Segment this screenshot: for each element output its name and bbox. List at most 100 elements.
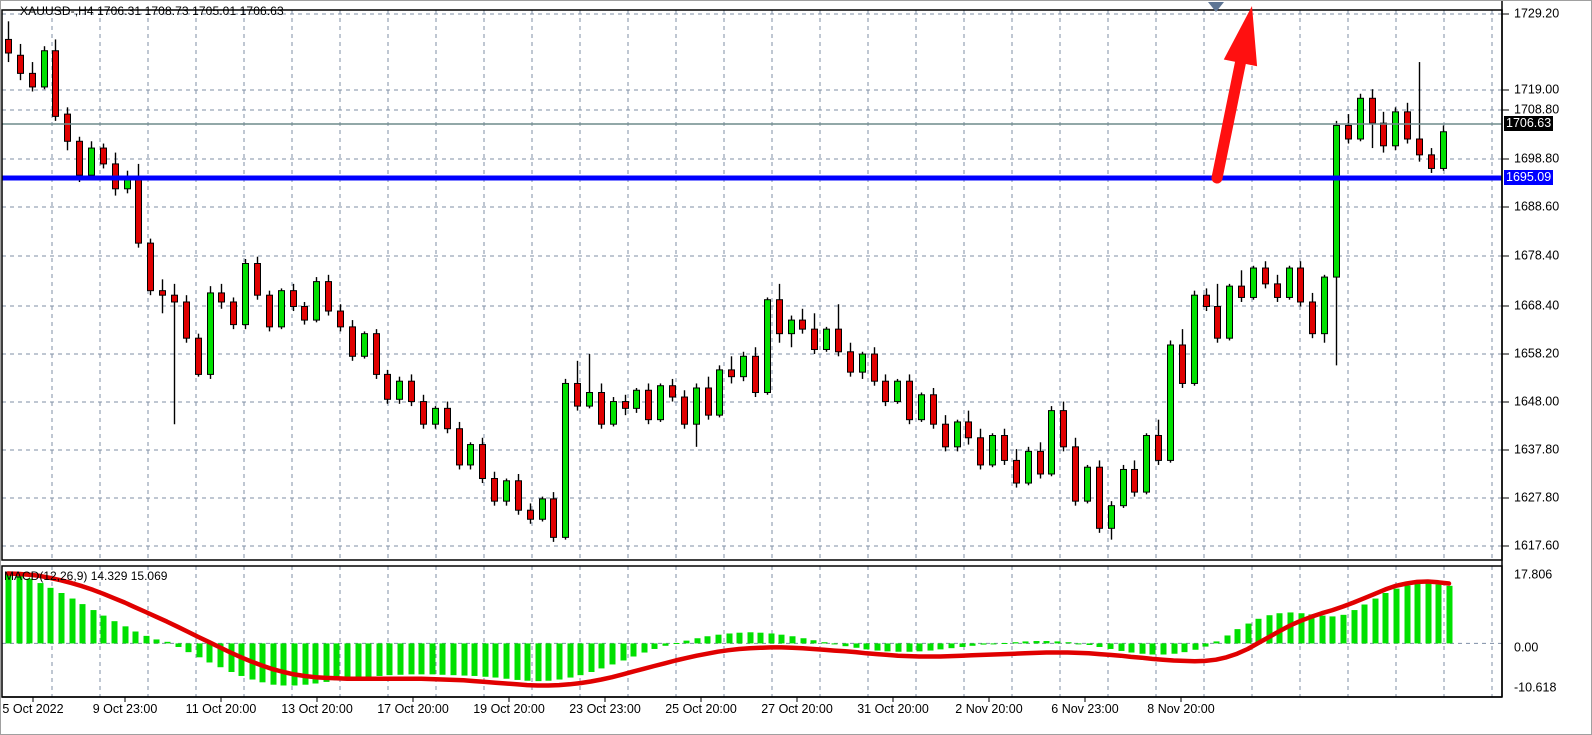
chart-marker-triangle-icon[interactable] [1208,2,1224,12]
macd-histogram-bar [545,643,552,681]
macd-histogram-bar [726,633,733,644]
macd-histogram-bar [450,643,457,676]
candlestick-body [657,385,664,421]
macd-histogram-bar [333,643,340,681]
candlestick-body [396,380,403,400]
up-arrow-shaft[interactable] [1211,43,1249,184]
macd-histogram-bar [1319,615,1326,644]
macd-histogram-bar [259,643,266,683]
macd-histogram-bar [1298,613,1305,644]
macd-histogram-bar [535,643,542,682]
level-price-tag: 1695.09 [1504,170,1554,185]
candlestick-body [1369,97,1376,124]
candlestick-body [290,290,297,308]
candlestick-body [76,140,83,176]
macd-indicator-label: MACD(12,26,9) 14.329 15.069 [4,569,168,583]
macd-histogram-bar [164,641,171,644]
up-arrow-head[interactable] [1223,6,1258,67]
macd-histogram-bar [1202,643,1209,647]
macd-histogram-bar [1149,643,1156,655]
candlestick-body [1345,124,1352,140]
macd-signal-line [5,571,1452,688]
macd-histogram-bar [1096,643,1103,647]
macd-histogram-bar [1255,618,1262,644]
price-axis-tick: 1678.40 [1514,248,1559,262]
candlestick-body [361,333,368,357]
candlestick-body [384,373,391,400]
candlestick-body [811,328,818,351]
candlestick-body [835,328,842,353]
macd-histogram-bar [800,638,807,644]
candlestick-body [1096,466,1103,529]
candlestick-body [515,480,522,511]
macd-histogram-bar [217,643,224,668]
macd-histogram-bar [1065,642,1072,644]
price-axis-tick: 1719.00 [1514,82,1559,96]
macd-axis-tick: 0.00 [1514,640,1538,654]
candlestick-body [705,387,712,416]
candlestick-body [242,262,249,326]
macd-histogram-bar [567,643,574,678]
candlestick-body [847,351,854,373]
macd-histogram-bar [969,643,976,646]
candlestick-body [610,401,617,425]
candlestick-body [799,319,806,330]
macd-histogram-bar [1075,643,1082,645]
macd-histogram-bar [1361,604,1368,644]
candlestick-body [942,423,949,448]
time-axis-tick: 27 Oct 20:00 [761,702,833,716]
macd-histogram-bar [1266,615,1273,644]
candlestick-body [894,380,901,403]
candlestick-body [1250,267,1257,298]
time-axis-tick: 25 Oct 20:00 [665,702,737,716]
macd-histogram-bar [1086,643,1093,645]
candlestick-body [195,337,202,375]
up-arrow-anchor[interactable] [1212,173,1222,183]
macd-histogram-bar [376,643,383,676]
candlestick-body [954,421,961,448]
candlestick-body [1120,468,1127,507]
macd-axis-tick: 17.806 [1514,567,1552,581]
macd-histogram-bar [228,643,235,672]
candlestick-body [1108,505,1115,529]
candlestick-body [574,382,581,407]
candlestick-body [693,387,700,425]
candlestick-body [633,389,640,409]
macd-histogram-bar [461,643,468,676]
candlestick-body [503,480,510,502]
macd-histogram-bar [1181,643,1188,653]
candlestick-body [1155,435,1162,461]
candlestick-body [989,435,996,466]
macd-histogram-bar [323,643,330,682]
candlestick-body [467,444,474,466]
candlestick-body [1274,283,1281,298]
macd-histogram-bar [895,643,902,652]
macd-histogram-bar [662,643,669,646]
macd-histogram-bar [736,632,743,644]
macd-histogram-bar [916,643,923,652]
macd-histogram-bar [47,587,54,644]
macd-histogram-bar [1435,584,1442,644]
macd-histogram-bar [757,632,764,644]
time-axis-tick: 6 Nov 23:00 [1051,702,1118,716]
candlestick-body [586,392,593,407]
macd-histogram-bar [1128,643,1135,653]
candlestick-body [88,147,95,176]
macd-histogram-bar [344,643,351,680]
macd-histogram-bar [863,643,870,650]
macd-histogram-bar [1351,610,1358,644]
macd-histogram-bar [959,643,966,647]
macd-histogram-bar [471,643,478,676]
candlestick-body [349,326,356,357]
macd-histogram-bar [1012,642,1019,644]
time-axis-tick: 11 Oct 20:00 [186,702,257,716]
time-axis-tick: 8 Nov 20:00 [1147,702,1214,716]
macd-histogram-bar [704,636,711,644]
candlestick-body [1037,450,1044,475]
candlestick-body [313,281,320,321]
candlestick-body [788,319,795,335]
macd-histogram-bar [768,633,775,644]
candlestick-body [823,328,830,351]
macd-axis-tick: -10.618 [1514,680,1556,694]
